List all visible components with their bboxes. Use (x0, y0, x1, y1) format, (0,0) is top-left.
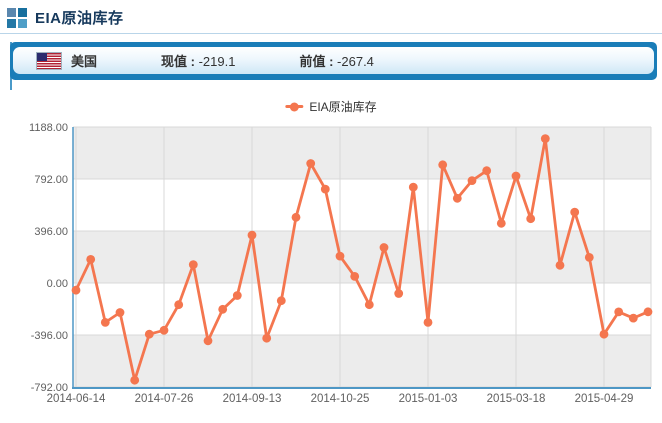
chart-point[interactable] (526, 214, 536, 224)
chart-point[interactable] (320, 184, 330, 194)
chart-point[interactable] (408, 182, 418, 192)
chart-point[interactable] (130, 375, 140, 385)
chart-panel: EIA原油库存 1188.00 792.00 396.00 0.00 -396.00 -7… (0, 90, 662, 418)
current-value: -219.1 (198, 54, 236, 69)
chart-point[interactable] (438, 160, 448, 170)
chart-point[interactable] (218, 304, 228, 314)
chart-point[interactable] (115, 308, 125, 317)
chart-point[interactable] (570, 207, 580, 217)
previous-value-label: 前值 (299, 54, 326, 69)
previous-value-stat: 前值 : -267.4 (299, 51, 373, 70)
chart-point[interactable] (335, 251, 345, 261)
chart-point[interactable] (174, 300, 184, 310)
x-axis-label: 2015-04-29 (575, 393, 634, 405)
x-axis-label: 2014-09-13 (223, 393, 282, 405)
x-axis-label: 2014-07-26 (135, 393, 194, 405)
page-header: EIA原油库存 (7, 7, 124, 28)
x-axis-label: 2015-03-18 (487, 393, 546, 405)
chart-point[interactable] (394, 289, 404, 298)
chart-point[interactable] (643, 307, 653, 317)
page-title: EIA原油库存 (35, 10, 124, 27)
chart-point[interactable] (511, 171, 521, 181)
y-axis-label: 1188.00 (29, 122, 68, 134)
plot-band (73, 231, 651, 283)
chart-point[interactable] (232, 291, 242, 300)
country-summary-bar: 美国 现值 : -219.1 前值 : -267.4 (10, 42, 657, 80)
chart-point[interactable] (71, 285, 81, 295)
chart-point[interactable] (291, 212, 301, 222)
us-flag-icon (36, 51, 62, 70)
legend-label: EIA原油库存 (309, 100, 377, 114)
y-axis-label: -396.00 (31, 330, 68, 342)
x-axis-label: 2015-01-03 (399, 393, 458, 405)
chart-point[interactable] (467, 176, 477, 185)
chart-point[interactable] (482, 166, 492, 176)
chart-point[interactable] (306, 159, 316, 168)
header-divider (0, 33, 662, 34)
chart-point[interactable] (364, 300, 374, 310)
legend-line-marker-icon (285, 102, 304, 111)
chart-point[interactable] (628, 313, 638, 323)
current-value-stat: 现值 : -219.1 (161, 51, 235, 70)
chart-point[interactable] (452, 193, 462, 203)
grid-squares-icon (7, 7, 27, 28)
chart-point[interactable] (276, 296, 286, 306)
x-axis-label: 2014-10-25 (311, 393, 370, 405)
chart-point[interactable] (100, 318, 110, 327)
chart-point[interactable] (203, 336, 213, 346)
current-value-separator: : (187, 54, 199, 69)
chart-point[interactable] (144, 329, 154, 339)
y-axis-label: 0.00 (47, 278, 68, 290)
x-axis-label: 2014-06-14 (47, 393, 106, 405)
chart-legend[interactable]: EIA原油库存 (285, 98, 377, 115)
chart-point[interactable] (555, 260, 565, 270)
chart-point[interactable] (614, 307, 624, 317)
series-line (74, 137, 650, 382)
chart-point[interactable] (540, 134, 550, 143)
chart-point[interactable] (350, 272, 360, 281)
country-name: 美国 (71, 54, 98, 69)
chart-point[interactable] (262, 333, 272, 343)
chart-point[interactable] (584, 253, 594, 262)
chart-point[interactable] (423, 318, 433, 327)
chart-point[interactable] (159, 325, 169, 335)
plot-band (73, 127, 651, 179)
chart-point[interactable] (379, 243, 389, 252)
chart-point[interactable] (188, 260, 198, 269)
plot-band (73, 335, 651, 387)
legend-dot-icon (289, 102, 299, 111)
chart-point[interactable] (86, 255, 96, 264)
country-summary-inner: 美国 现值 : -219.1 前值 : -267.4 (13, 47, 654, 74)
chart-point[interactable] (496, 218, 506, 228)
y-axis-label: 396.00 (34, 226, 68, 238)
current-value-label: 现值 (161, 54, 188, 69)
previous-value-separator: : (325, 54, 338, 69)
chart-point[interactable] (599, 329, 609, 339)
previous-value: -267.4 (337, 54, 374, 69)
y-axis-label: 792.00 (34, 174, 68, 186)
chart-point[interactable] (247, 230, 257, 240)
line-chart: 1188.00792.00396.000.00-396.00-792.00201… (29, 122, 653, 405)
y-axis-label: -792.00 (31, 382, 68, 394)
